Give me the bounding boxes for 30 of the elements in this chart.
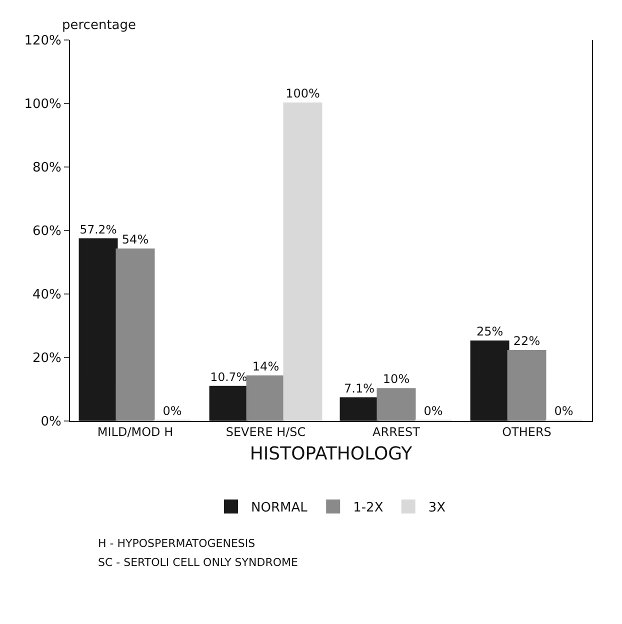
legend-label: 1-2X [353,500,384,516]
legend-label: 3X [428,500,446,516]
y-tick-label: 40% [32,287,62,302]
data-label: 54% [122,232,149,246]
data-label: 10.7% [210,370,248,384]
data-label: 25% [476,324,504,338]
data-label: 0% [162,404,182,418]
text: SC - SERTOLI CELL ONLY SYNDROME [98,556,298,569]
y-axis-title: percentage [62,18,136,33]
x-tick-label: ARREST [372,425,421,440]
data-label: 100% [286,86,320,100]
x-tick-label: OTHERS [502,425,552,440]
x-tick-label: MILD/MOD H [97,425,174,440]
y-tick-label: 0% [40,414,62,430]
data-label: 22% [513,334,540,348]
data-label: 0% [554,404,574,418]
data-label: 10% [382,372,410,386]
y-tick-label: 60% [32,224,62,239]
data-label: 57.2% [80,222,117,236]
data-label: 14% [252,359,280,374]
x-tick-label: SEVERE H/SC [226,425,306,440]
y-tick-label: 80% [32,160,62,176]
data-label: 0% [424,404,443,418]
data-label: 7.1% [344,381,375,396]
y-tick-label: 120% [24,34,62,49]
legend-label: NORMAL [251,500,308,516]
x-axis-title: HISTOPATHOLOGY [250,443,414,464]
y-tick-label: 20% [32,350,62,366]
text: H - HYPOSPERMATOGENESIS [98,537,256,550]
y-tick-label: 100% [24,97,62,112]
